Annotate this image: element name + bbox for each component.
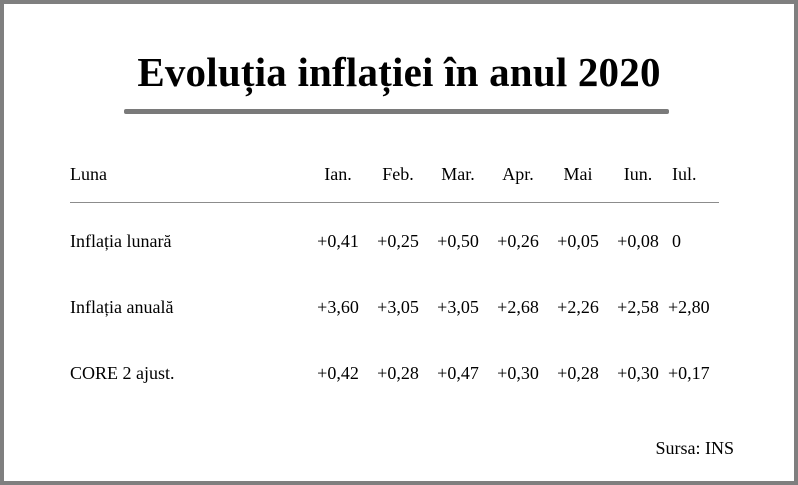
table-cell: +0,42: [317, 362, 359, 383]
table-cell: +3,05: [377, 296, 419, 317]
row-label: Inflația anuală: [70, 296, 174, 317]
header-month: Feb.: [382, 163, 414, 184]
table-cell: +2,58: [617, 296, 659, 317]
header-separator: [66, 196, 720, 208]
table-cell: 0: [672, 230, 681, 251]
table-row: Inflația lunară +0,41 +0,25 +0,50 +0,26 …: [66, 208, 720, 274]
header-month: Iun.: [623, 163, 653, 184]
inflation-table: Luna Ian. Feb. Mar. Apr. Mai Iun. Iul. I…: [66, 152, 720, 406]
header-month: Ian.: [324, 163, 352, 184]
table-header-row: Luna Ian. Feb. Mar. Apr. Mai Iun. Iul.: [66, 152, 720, 196]
title-underline: [124, 109, 669, 114]
separator-line: [70, 201, 719, 203]
table-cell: +0,05: [557, 230, 599, 251]
table-cell: +0,30: [617, 362, 659, 383]
table-row: CORE 2 ajust. +0,42 +0,28 +0,47 +0,30 +0…: [66, 340, 720, 406]
table-cell: +0,47: [437, 362, 479, 383]
table-cell: +0,08: [617, 230, 659, 251]
header-month: Mar.: [441, 163, 475, 184]
table-cell: +2,68: [497, 296, 539, 317]
header-month: Apr.: [502, 163, 534, 184]
row-label: Inflația lunară: [70, 230, 172, 251]
page-title: Evoluția inflației în anul 2020: [137, 49, 661, 95]
header-month: Mai: [563, 163, 593, 184]
table-cell: +3,05: [437, 296, 479, 317]
header-month: Iul.: [672, 163, 697, 184]
table-row: Inflația anuală +3,60 +3,05 +3,05 +2,68 …: [66, 274, 720, 340]
table-cell: +2,26: [557, 296, 599, 317]
table-cell: +0,17: [668, 362, 710, 383]
table-cell: +0,25: [377, 230, 419, 251]
table-cell: +0,50: [437, 230, 479, 251]
table-cell: +0,30: [497, 362, 539, 383]
table-cell: +0,28: [557, 362, 599, 383]
table-cell: +0,26: [497, 230, 539, 251]
table-cell: +2,80: [668, 296, 710, 317]
table-cell: +0,41: [317, 230, 359, 251]
header-label: Luna: [70, 163, 107, 184]
table-cell: +0,28: [377, 362, 419, 383]
table-cell: +3,60: [317, 296, 359, 317]
source-note: Sursa: INS: [655, 438, 734, 458]
row-label: CORE 2 ajust.: [70, 362, 175, 383]
